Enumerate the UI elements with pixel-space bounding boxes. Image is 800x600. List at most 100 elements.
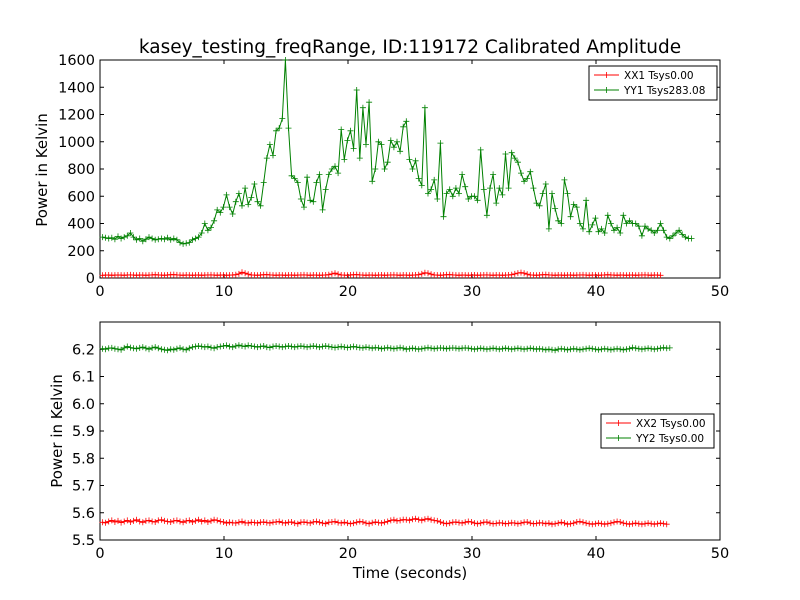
data-point	[263, 519, 270, 526]
data-point	[201, 517, 208, 524]
data-point	[651, 521, 658, 528]
data-point	[332, 344, 338, 351]
data-point	[576, 518, 583, 525]
data-point	[226, 519, 233, 526]
data-point	[552, 205, 559, 212]
data-point	[239, 343, 245, 349]
data-point	[611, 346, 617, 353]
data-point	[152, 236, 159, 243]
data-point	[440, 520, 447, 527]
data-point	[580, 225, 586, 232]
top-y-axis-label: Power in Kelvin	[33, 113, 51, 227]
data-point	[576, 220, 583, 227]
data-point	[344, 137, 351, 144]
data-point	[102, 346, 109, 353]
data-point	[657, 345, 664, 352]
chart-title: kasey_testing_freqRange, ID:119172 Calib…	[139, 37, 681, 58]
data-point	[158, 516, 165, 523]
data-point	[111, 345, 118, 352]
data-point	[335, 271, 342, 278]
data-point	[493, 520, 500, 527]
data-point	[378, 141, 385, 148]
data-point	[198, 518, 205, 525]
data-point	[170, 346, 177, 353]
data-point	[232, 520, 239, 527]
data-point	[260, 179, 267, 186]
data-point	[394, 517, 400, 524]
data-point	[211, 516, 218, 523]
data-point	[465, 345, 472, 352]
data-point	[186, 239, 193, 246]
data-point	[276, 343, 283, 350]
data-point	[214, 206, 221, 213]
data-point	[496, 185, 503, 192]
data-point	[229, 344, 236, 351]
data-point	[387, 517, 394, 524]
data-point	[592, 520, 599, 527]
data-point	[387, 137, 394, 144]
data-point	[359, 519, 366, 525]
data-point	[350, 145, 357, 152]
y-tick-label: 1400	[58, 80, 95, 96]
data-point	[248, 343, 255, 349]
data-point	[353, 344, 360, 351]
data-point	[567, 213, 574, 220]
data-point	[251, 343, 258, 350]
data-point	[518, 269, 524, 276]
data-point	[477, 345, 484, 352]
series-yy1	[99, 57, 695, 247]
data-point	[527, 168, 534, 175]
data-point	[189, 344, 196, 351]
x-tick-label: 30	[463, 546, 481, 562]
data-point	[288, 172, 295, 179]
data-point	[310, 519, 317, 525]
data-point	[623, 346, 630, 353]
data-point	[564, 521, 571, 528]
data-point	[130, 517, 137, 524]
data-point	[183, 346, 190, 353]
data-point	[511, 345, 518, 352]
data-point	[406, 517, 413, 524]
data-point	[189, 236, 196, 243]
legend-marker	[603, 72, 610, 78]
data-point	[260, 343, 267, 349]
data-point	[372, 166, 379, 172]
data-point	[195, 343, 202, 349]
data-point	[369, 178, 376, 185]
data-point	[474, 520, 481, 527]
data-point	[214, 344, 221, 351]
legend-marker	[603, 87, 610, 93]
data-point	[428, 271, 435, 278]
data-point	[527, 345, 534, 352]
data-point	[468, 345, 475, 352]
data-point	[136, 518, 143, 525]
data-point	[301, 204, 307, 211]
x-tick-label: 10	[215, 284, 233, 300]
data-point	[604, 520, 611, 527]
data-point	[245, 201, 252, 208]
data-point	[474, 197, 481, 204]
data-point	[201, 344, 208, 351]
data-point	[611, 519, 617, 526]
data-point	[635, 520, 642, 527]
x-tick-label: 40	[587, 546, 605, 562]
data-point	[626, 345, 633, 352]
data-point	[161, 236, 168, 243]
data-point	[462, 183, 469, 190]
data-point	[294, 520, 301, 527]
data-point	[645, 520, 652, 527]
data-point	[431, 345, 438, 352]
data-point	[124, 517, 131, 524]
data-point	[431, 176, 438, 183]
y-tick-label: 0	[86, 271, 95, 287]
data-point	[400, 345, 407, 352]
data-point	[471, 520, 478, 527]
data-point	[654, 345, 661, 352]
data-point	[304, 174, 311, 181]
data-point	[480, 186, 487, 193]
data-point	[152, 344, 159, 351]
data-point	[397, 148, 404, 155]
data-point	[456, 345, 462, 352]
data-point	[279, 115, 286, 122]
